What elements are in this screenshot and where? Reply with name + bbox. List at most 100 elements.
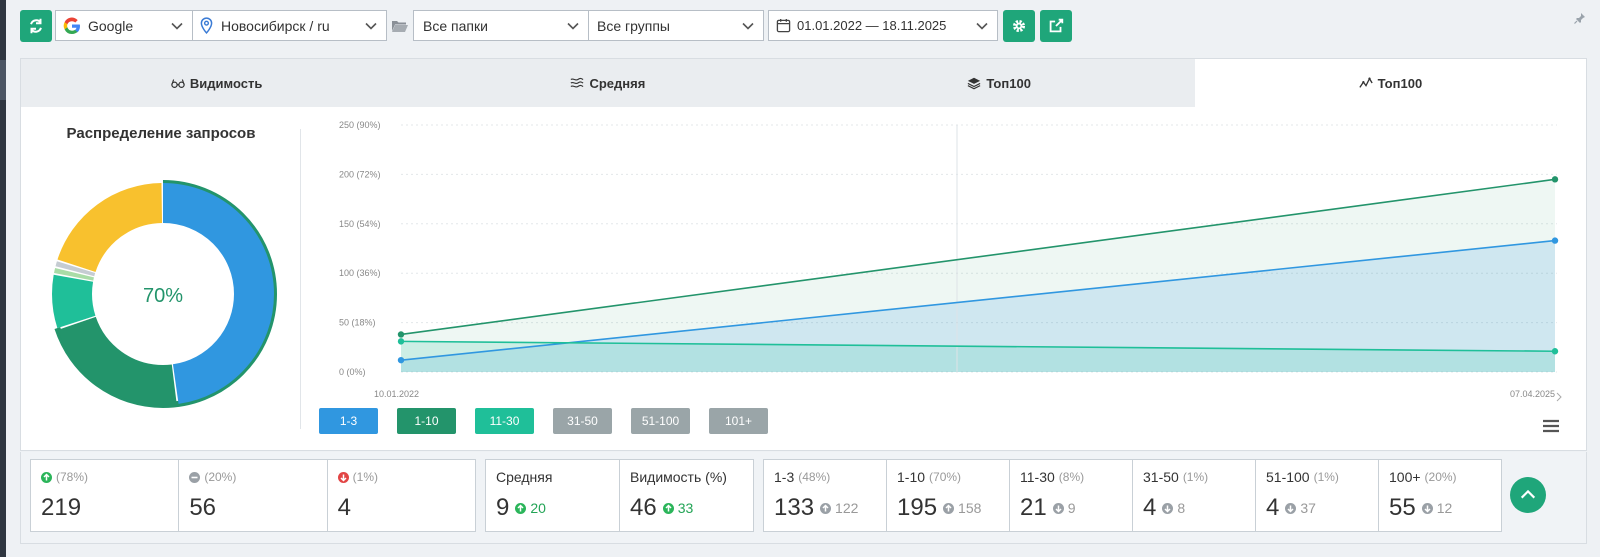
stat-value: 195 (897, 494, 938, 521)
data-point[interactable] (397, 356, 405, 364)
hamburger-menu-icon[interactable] (1542, 419, 1560, 433)
stat-value: 21 (1020, 494, 1047, 521)
stat-label: Средняя (496, 469, 553, 485)
arrow-down-icon (1285, 502, 1297, 514)
pin-icon[interactable] (1574, 12, 1586, 24)
data-point[interactable] (397, 331, 405, 338)
data-point[interactable] (1551, 348, 1559, 355)
distribution-donut: 70% (49, 180, 277, 408)
y-tick-label: 200 (72%) (339, 169, 381, 179)
main-panel: Видимость Средняя Топ100 Топ100 Распреде… (20, 58, 1587, 451)
location-pin-icon (200, 17, 213, 34)
series-area (401, 179, 1555, 372)
stat-unchanged: (20%) 56 (179, 460, 328, 531)
tab-top100-chart[interactable]: Топ100 (1194, 59, 1586, 107)
layers-icon (967, 77, 981, 90)
legend-item[interactable]: 51-100 (631, 408, 690, 434)
chevron-down-icon (365, 22, 377, 30)
changes-card: (78%) 219 (20%) 56 (1%) 4 (30, 459, 476, 532)
stat-delta: 122 (835, 500, 859, 516)
stat-range: 1-3 (48%) 133 122 (764, 460, 887, 531)
y-tick-label: 50 (18%) (339, 318, 376, 328)
region-select[interactable]: Новосибирск / ru (192, 10, 387, 41)
wave-lines-icon (571, 77, 584, 88)
tab-average[interactable]: Средняя (412, 59, 803, 107)
legend-item[interactable]: 1-10 (397, 408, 456, 434)
line-chart-icon (1358, 77, 1373, 88)
stat-value: 133 (774, 494, 815, 521)
arrow-up-icon (943, 502, 955, 514)
stat-range: 51-100 (1%) 4 37 (1256, 460, 1379, 531)
calendar-icon (776, 18, 791, 33)
stat-value: 55 (1389, 494, 1416, 521)
stat-pct: (20%) (204, 470, 237, 484)
stat-range: 11-30 (8%) 21 9 (1010, 460, 1133, 531)
legend-item[interactable]: 11-30 (475, 408, 534, 434)
donut-segment[interactable] (52, 183, 274, 405)
arrow-up-icon (820, 502, 832, 514)
chart-x-labels: 10.01.2022 07.04.2025 (374, 389, 1562, 402)
stat-label: 11-30 (1020, 469, 1055, 485)
date-range-value: 01.01.2022 — 18.11.2025 (797, 18, 947, 33)
search-engine-select[interactable]: Google (55, 10, 193, 41)
settings-button[interactable] (1003, 10, 1035, 42)
legend-item[interactable]: 101+ (709, 408, 768, 434)
x-tick-label: 07.04.2025 (1510, 389, 1555, 399)
groups-value: Все группы (597, 17, 670, 34)
stat-delta: 12 (1436, 500, 1453, 516)
tab-label: Средняя (589, 75, 646, 91)
groups-select[interactable]: Все группы (588, 10, 764, 41)
data-point[interactable] (1551, 237, 1559, 244)
y-tick-label: 150 (54%) (339, 219, 381, 229)
date-range-select[interactable]: 01.01.2022 — 18.11.2025 (768, 10, 998, 41)
stat-range: 100+ (20%) 55 12 (1379, 460, 1501, 531)
stat-range: 31-50 (1%) 4 8 (1133, 460, 1256, 531)
data-point[interactable] (397, 338, 405, 345)
arrow-down-icon (1421, 502, 1433, 514)
tab-visibility[interactable]: Видимость (21, 59, 412, 107)
stat-pct: (8%) (1058, 470, 1085, 484)
tab-label: Топ100 (986, 75, 1031, 91)
folders-select[interactable]: Все папки (413, 10, 589, 41)
export-button[interactable] (1040, 10, 1072, 42)
ranges-card: 1-3 (48%) 133 122 1-10 (70%) 195 158 11-30 (8%) 21… (763, 459, 1502, 532)
arrow-down-icon (1162, 502, 1174, 514)
stat-label: 1-10 (897, 469, 926, 485)
x-axis-arrow-icon (1556, 392, 1562, 402)
stat-pct: (1%) (1182, 470, 1209, 484)
google-icon (63, 17, 80, 34)
stat-label: Видимость (%) (630, 469, 727, 485)
stat-value: 4 (337, 494, 352, 521)
stat-delta: 9 (1067, 500, 1076, 516)
stat-delta: 33 (677, 500, 694, 516)
export-icon (1049, 18, 1064, 33)
tab-top100-layers[interactable]: Топ100 (804, 59, 1195, 107)
top100-line-chart: 250 (90%) 200 (72%) 150 (54%) 100 (36%) 50 (… (339, 120, 1562, 402)
arrow-up-icon (41, 471, 52, 483)
stat-delta: 8 (1177, 500, 1186, 516)
stat-value: 9 (496, 494, 510, 521)
stat-range: 1-10 (70%) 195 158 (887, 460, 1010, 531)
arrow-down-icon (1052, 502, 1064, 514)
stat-value: 46 (630, 494, 657, 521)
stat-pct: (1%) (352, 470, 378, 484)
folders-value: Все папки (423, 17, 488, 34)
scroll-to-top-button[interactable] (1510, 477, 1546, 513)
chevron-down-icon (171, 22, 183, 30)
stat-value: 219 (41, 494, 82, 521)
series-line (400, 239, 1556, 361)
stat-average: Средняя 9 20 (486, 460, 620, 531)
donut-segment[interactable] (52, 183, 274, 405)
stat-value: 56 (189, 494, 217, 521)
legend-item[interactable]: 1-3 (319, 408, 378, 434)
stat-delta: 20 (530, 500, 546, 516)
glasses-icon (171, 79, 185, 88)
legend-item[interactable]: 31-50 (553, 408, 612, 434)
tab-label: Топ100 (1377, 75, 1423, 91)
data-point[interactable] (1551, 176, 1559, 183)
donut-segment[interactable] (52, 183, 274, 405)
series-line (400, 178, 1556, 336)
refresh-button[interactable] (20, 10, 52, 42)
stat-pct: (70%) (929, 470, 962, 484)
chart-legend: 1-3 1-10 11-30 31-50 51-100 101+ (319, 408, 768, 434)
